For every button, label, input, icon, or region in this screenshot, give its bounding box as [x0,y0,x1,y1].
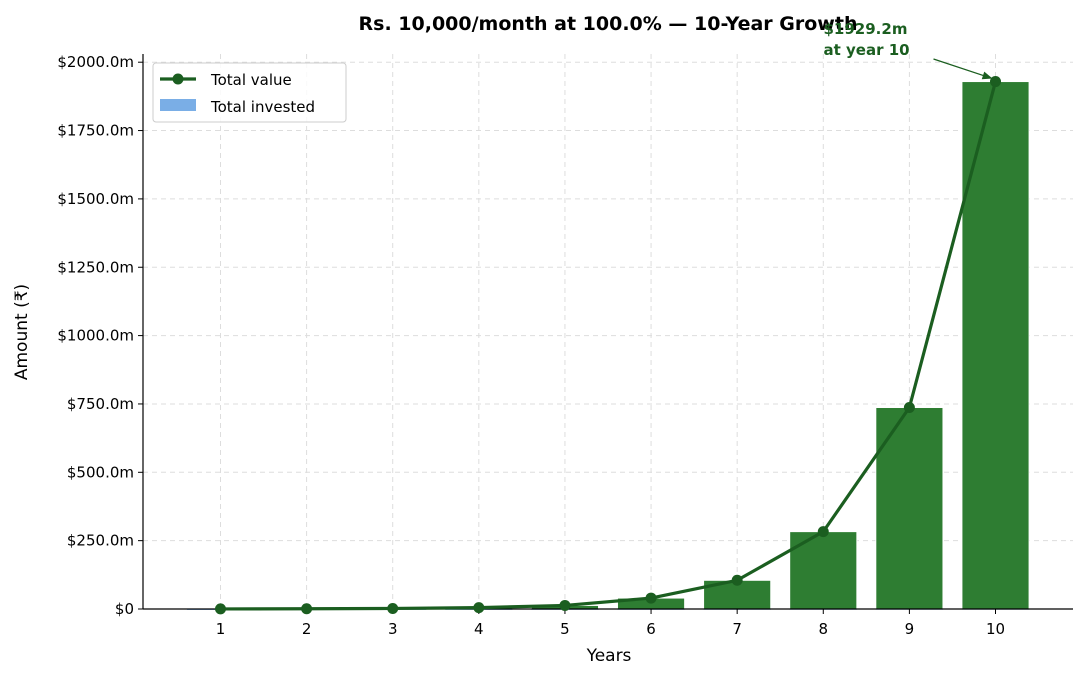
y-tick-label: $250.0m [67,532,134,550]
chart-title: Rs. 10,000/month at 100.0% — 10-Year Gro… [359,13,858,35]
annotation-label-value: $1929.2m [824,20,908,38]
total-value-point [559,599,571,611]
total-value-line [220,81,998,611]
y-tick-label: $1750.0m [57,122,134,140]
bars [186,81,1030,611]
value-bar [875,407,944,610]
y-tick-label: $1500.0m [57,190,134,208]
x-tick-label: 10 [986,620,1005,638]
legend-label-total-invested: Total invested [210,98,315,116]
x-axis-title: Years [586,646,632,666]
annotation-arrow-head [981,71,993,80]
legend-box [152,62,347,123]
x-tick-label: 3 [388,620,398,638]
legend-marker-swatch [172,73,184,85]
y-tick-label: $0 [115,600,134,618]
total-value-point [301,603,313,615]
total-value-point [473,602,485,614]
x-tick-label: 4 [474,620,484,638]
x-tick-label: 8 [819,620,829,638]
y-tick-label: $1250.0m [57,258,134,276]
total-value-point [387,602,399,614]
y-tick-label: $2000.0m [57,53,134,71]
y-tick-label: $500.0m [67,463,134,481]
x-tick-label: 6 [646,620,656,638]
annotation-arrow-line [933,58,993,80]
value-bar [961,81,1030,610]
total-value-point [990,76,1001,88]
total-value-point [645,592,657,604]
total-value-point [215,603,226,615]
y-tick-label: $1000.0m [57,327,134,345]
x-tick-label: 9 [905,620,915,638]
x-tick-label: 7 [732,620,742,638]
annotation-label-year: at year 10 [824,41,910,59]
legend: Total value Total invested [152,62,347,123]
total-value-point [817,526,829,538]
y-tick-label: $750.0m [67,395,134,413]
value-line [215,76,1001,615]
total-value-point [903,402,915,414]
y-axis-title: Amount (₹) [12,284,32,380]
annotation: $1929.2m at year 10 [824,20,993,80]
total-value-point [731,574,743,586]
legend-bar-swatch [160,99,196,111]
axes: $0 $250.0m $500.0m $750.0m $1000.0m $1250.0m $… [57,53,1073,638]
legend-label-total-value: Total value [210,71,292,89]
x-tick-label: 2 [302,620,312,638]
x-tick-label: 1 [216,620,226,638]
x-tick-label: 5 [560,620,570,638]
